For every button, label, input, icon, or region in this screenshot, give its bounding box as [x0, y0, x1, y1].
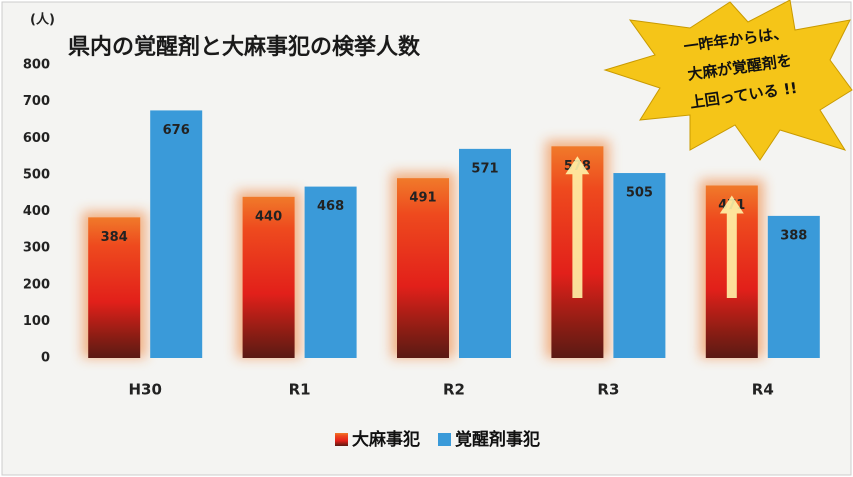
y-tick-label: 0: [41, 351, 50, 366]
y-unit: (人): [30, 12, 55, 28]
legend-swatch: [438, 433, 451, 446]
chart-title: 県内の覚醒剤と大麻事犯の検挙人数: [68, 34, 421, 60]
x-tick-label: R2: [443, 381, 465, 399]
bar: [150, 110, 202, 358]
value-label: 676: [163, 123, 190, 138]
legend-swatch: [335, 433, 348, 446]
y-tick-label: 200: [23, 277, 50, 292]
y-tick-label: 100: [23, 314, 50, 329]
bar: [613, 173, 665, 358]
value-label: 388: [780, 228, 807, 243]
value-label: 491: [409, 191, 436, 206]
value-label: 468: [317, 199, 344, 214]
y-tick-label: 600: [23, 131, 50, 146]
legend-label: 覚醒剤事犯: [455, 429, 540, 450]
x-tick-label: R1: [289, 381, 311, 399]
x-tick-label: R3: [597, 381, 619, 399]
legend-label: 大麻事犯: [352, 429, 420, 450]
bar: [459, 149, 511, 358]
y-tick-label: 700: [23, 94, 50, 109]
value-label: 384: [101, 230, 128, 245]
value-label: 571: [471, 161, 498, 176]
x-tick-label: R4: [752, 381, 774, 399]
value-label: 505: [626, 186, 653, 201]
y-tick-label: 500: [23, 167, 50, 182]
y-tick-label: 300: [23, 241, 50, 256]
y-tick-label: 800: [23, 58, 50, 73]
value-label: 440: [255, 209, 282, 224]
x-tick-label: H30: [128, 381, 161, 399]
chart: (人) 県内の覚醒剤と大麻事犯の検挙人数 一昨年からは、 大麻が覚醒剤を 上回っ…: [0, 0, 853, 477]
y-tick-label: 400: [23, 204, 50, 219]
